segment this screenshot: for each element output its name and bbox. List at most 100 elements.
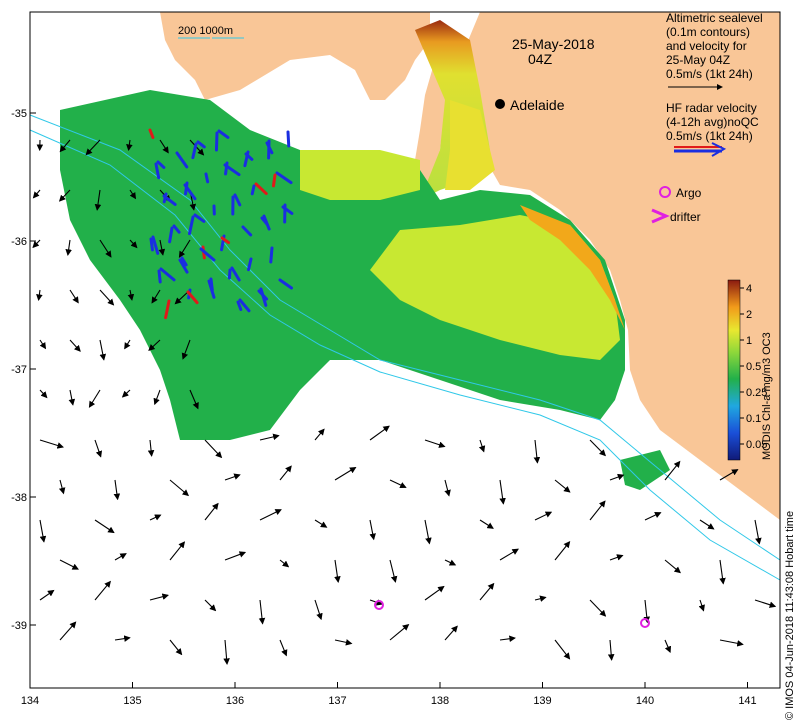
argo-float [374,600,384,610]
legend-argo-label: Argo [676,186,702,200]
velocity-vector [153,389,161,406]
hf-radar-vector [196,140,206,149]
hf-radar-vector [227,268,232,280]
lat-tick-label: -35 [11,108,27,120]
velocity-vector [259,509,282,521]
lon-tick-label: 136 [226,695,244,707]
velocity-vector [754,519,762,545]
velocity-vector [32,239,41,249]
lon-tick-label: 137 [328,695,346,707]
legend-drifter-label: drifter [670,210,701,224]
velocity-vector [149,593,169,601]
velocity-vector [204,439,223,459]
lat-tick-label: -38 [11,492,27,504]
hf-radar-vector [233,193,242,207]
velocity-vector [609,473,625,481]
chlorophyll-field [60,20,670,490]
velocity-vector [39,519,47,543]
velocity-vector [609,554,624,561]
lat-axis: -35 -36 -37 -38 -39 [11,108,36,632]
hf-radar-vector [281,205,294,215]
velocity-vector [369,425,390,441]
velocity-vector [478,439,486,453]
colorbar-tick-label: 0.25 [746,387,767,399]
legend-line: HF radar velocity [666,101,757,115]
velocity-vector [129,189,137,200]
lat-tick-label: -37 [11,364,27,376]
velocity-vector [699,519,715,530]
velocity-vector [719,639,744,647]
legend-hf-arrowhead [711,142,727,157]
lat-tick-label: -36 [11,236,27,248]
velocity-vector [444,479,451,497]
colorbar-tick-label: 0.05 [746,439,767,451]
hf-radar-vector [254,182,268,196]
velocity-vector [554,639,571,660]
map-time: 04Z [528,51,553,67]
velocity-vector [36,289,43,301]
hf-radar-vector [164,299,171,320]
velocity-vector [65,239,72,256]
velocity-vector [754,599,777,608]
hf-radar-vector [154,162,161,180]
velocity-vector [58,189,71,202]
velocity-vector [147,439,155,457]
velocity-vector [204,599,217,612]
velocity-vector [39,389,48,399]
velocity-vector [389,559,398,583]
colorbar-tick-label: 2 [746,309,752,321]
velocity-vector [169,541,186,561]
hf-radar-vector [180,256,188,267]
legend-line: (0.1m contours) [666,25,750,39]
argo-float [640,618,650,628]
velocity-vector [279,559,290,568]
velocity-vector [479,582,495,601]
velocity-vector [719,469,739,481]
hf-radar-vector [257,289,269,301]
legend-line: Altimetric sealevel [666,11,763,25]
velocity-vector [204,502,219,521]
velocity-vector [69,339,81,352]
hf-radar-vector [191,142,198,160]
legend-argo-icon [659,186,671,198]
lon-tick-label: 141 [738,695,756,707]
hf-radar-vector [269,246,274,264]
velocity-vector [99,289,115,306]
velocity-vector [389,479,407,489]
velocity-vector [169,479,190,497]
map-date: 25-May-2018 [512,36,595,52]
lon-tick-label: 134 [21,695,39,707]
hf-radar-vector [168,226,174,244]
velocity-vector [158,239,166,256]
credit-text: © IMOS 04-Jun-2018 11:43:08 Hobart time [784,510,796,720]
velocity-vector [94,189,102,211]
velocity-vector [124,339,131,350]
velocity-vector [223,639,230,665]
hf-radar-vector [271,173,277,188]
velocity-vector [499,635,516,643]
velocity-vector [314,599,323,621]
velocity-vector [169,639,183,656]
scale-label: 200 1000m [178,25,233,37]
adelaide-label: Adelaide [510,97,565,113]
lon-tick-label: 139 [533,695,551,707]
velocity-vector [224,551,247,561]
hf-radar-vector [275,171,293,185]
isobaths [29,114,781,581]
velocity-vector [59,621,77,641]
velocity-vector [114,553,127,561]
hf-radar-vector [159,267,176,282]
velocity-vector [151,289,161,304]
velocity-vector [94,439,103,458]
velocity-vector [589,500,606,521]
velocity-vector [39,339,47,350]
velocity-vector [279,639,288,657]
velocity-vector [259,433,280,441]
hf-radar-vector [178,258,189,274]
velocity-vector [94,519,115,534]
hf-radar-vector [278,278,293,290]
colorbar-tick-label: 0.5 [746,361,761,373]
legend-line: 25-May 04Z [666,53,730,67]
colorbar-tick-label: 0.1 [746,413,761,425]
